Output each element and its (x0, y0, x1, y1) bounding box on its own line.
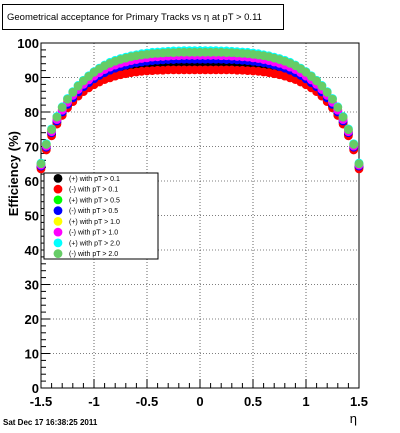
data-point (36, 159, 46, 169)
data-point (63, 94, 72, 104)
data-point (354, 159, 364, 169)
y-tick-label: 90 (25, 71, 39, 86)
data-point (57, 103, 67, 112)
series-2 (36, 65, 364, 174)
data-point (41, 140, 51, 149)
data-point (47, 125, 56, 134)
legend-marker (53, 173, 63, 183)
legend-marker (53, 238, 63, 248)
timestamp: Sat Dec 17 16:38:25 2011 (3, 418, 98, 427)
y-tick-label: 60 (25, 174, 39, 189)
y-axis-label: Efficiency (%) (6, 131, 21, 216)
legend-marker (53, 184, 63, 194)
x-tick-label: 1 (302, 394, 309, 409)
legend-label: (+) with pT > 0.1 (69, 176, 120, 183)
data-point (328, 94, 337, 104)
y-tick-label: 100 (17, 36, 39, 51)
data-point (52, 112, 62, 122)
legend-box (43, 172, 159, 260)
legend-marker (53, 227, 63, 237)
series-8 (36, 47, 364, 169)
chart-title: Geometrical acceptance for Primary Track… (2, 4, 284, 30)
legend-marker (53, 195, 63, 205)
legend-label: (+) with pT > 0.5 (69, 197, 120, 204)
x-tick-label: -0.5 (136, 394, 158, 409)
x-tick-label: -1 (88, 394, 100, 409)
x-tick-label: 1.5 (350, 394, 368, 409)
y-tick-label: 80 (25, 105, 39, 120)
y-tick-label: 10 (25, 347, 39, 362)
legend-label: (-) with pT > 2.0 (69, 251, 118, 258)
legend-label: (-) with pT > 0.5 (69, 208, 118, 215)
y-tick-label: 0 (32, 381, 39, 396)
x-tick-label: 0.5 (244, 394, 262, 409)
legend-label: (-) with pT > 0.1 (69, 187, 118, 194)
legend-label: (-) with pT > 1.0 (69, 230, 118, 237)
data-point (68, 87, 78, 97)
x-axis-label: η (350, 411, 357, 426)
data-point (338, 112, 348, 122)
legend-marker (53, 216, 63, 226)
data-point (317, 81, 327, 91)
legend-marker (53, 206, 63, 216)
x-tick-label: -1.5 (30, 394, 52, 409)
legend-label: (+) with pT > 2.0 (69, 240, 120, 247)
x-tick-label: 0 (196, 394, 203, 409)
data-point (349, 140, 359, 149)
legend-label: (+) with pT > 1.0 (69, 219, 120, 226)
y-tick-label: 40 (25, 243, 39, 258)
data-point (322, 87, 332, 97)
y-tick-label: 50 (25, 209, 39, 224)
y-tick-label: 30 (25, 278, 39, 293)
legend-marker (53, 249, 63, 259)
data-point (333, 103, 343, 112)
y-tick-label: 20 (25, 312, 39, 327)
data-point (344, 125, 353, 134)
y-tick-label: 70 (25, 140, 39, 155)
